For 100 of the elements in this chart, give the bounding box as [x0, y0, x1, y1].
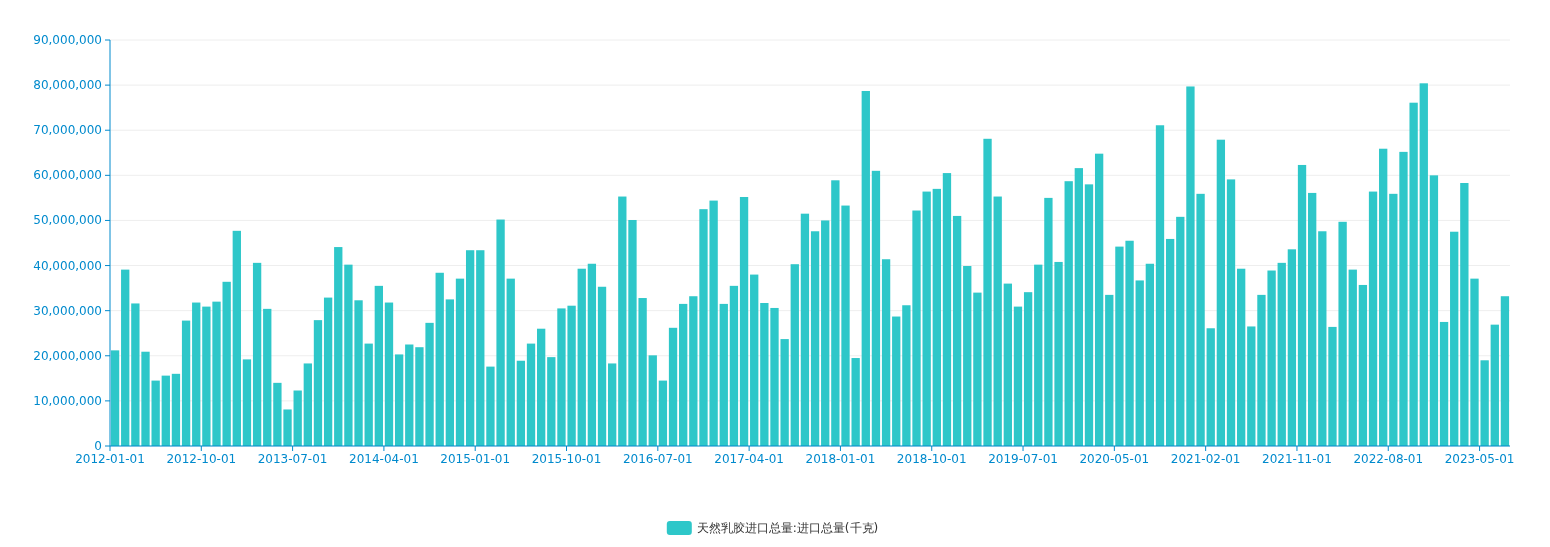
- bar: [537, 328, 546, 446]
- bar: [465, 250, 475, 446]
- bar: [800, 213, 810, 446]
- bar: [1318, 231, 1327, 446]
- bar: [192, 302, 201, 446]
- bar: [547, 357, 556, 446]
- bar: [1155, 125, 1165, 446]
- bar: [739, 196, 749, 446]
- bar: [668, 327, 678, 446]
- bar: [618, 196, 627, 446]
- bar: [1074, 168, 1083, 446]
- bar: [679, 303, 688, 446]
- legend: 天然乳胶进口总量:进口总量(千克): [666, 521, 879, 535]
- y-tick-label: 40,000,000: [33, 258, 102, 273]
- bar: [790, 264, 799, 446]
- bar: [1368, 191, 1378, 446]
- bar: [263, 308, 272, 446]
- bar: [374, 285, 383, 446]
- bar: [963, 266, 972, 446]
- bar: [232, 230, 241, 446]
- bar: [1216, 139, 1226, 446]
- bar: [1500, 296, 1510, 446]
- bar: [476, 250, 485, 446]
- bar: [719, 303, 728, 446]
- bar: [821, 220, 830, 446]
- bar: [1419, 83, 1428, 446]
- bar: [1023, 292, 1033, 446]
- bar: [384, 302, 394, 446]
- bar: [810, 231, 820, 446]
- bar: [729, 285, 739, 446]
- bar: [597, 286, 607, 446]
- bar: [1247, 326, 1256, 446]
- x-tick-label: 2020-05-01: [1079, 452, 1150, 466]
- bar: [1490, 324, 1499, 446]
- bar: [405, 344, 414, 446]
- bar: [993, 196, 1002, 446]
- bar: [1176, 216, 1185, 446]
- x-tick-label: 2012-10-01: [166, 452, 237, 466]
- bar: [455, 278, 465, 446]
- x-tick-label: 2013-07-01: [257, 452, 328, 466]
- bar: [1297, 164, 1307, 446]
- y-tick-label: 20,000,000: [33, 348, 102, 363]
- bar: [222, 281, 231, 446]
- bar: [1084, 184, 1094, 446]
- bar: [1389, 193, 1398, 446]
- bar: [303, 363, 312, 446]
- x-tick-label: 2018-10-01: [896, 452, 967, 466]
- bar: [1237, 268, 1246, 446]
- bar: [861, 90, 870, 446]
- bar: [750, 274, 759, 446]
- bar: [1439, 321, 1449, 446]
- bar: [445, 299, 455, 446]
- y-tick-label: 30,000,000: [33, 303, 102, 318]
- bar: [658, 380, 668, 446]
- bar: [922, 191, 931, 446]
- bar: [293, 390, 302, 446]
- bar: [1308, 192, 1317, 446]
- bar: [608, 363, 617, 446]
- bar: [1429, 175, 1439, 446]
- bar: [648, 355, 657, 446]
- bar: [952, 215, 962, 446]
- bar: [689, 296, 698, 446]
- y-tick-label: 60,000,000: [33, 168, 102, 183]
- x-tick-label: 2015-01-01: [440, 452, 511, 466]
- y-tick-label: 0: [94, 439, 102, 453]
- x-tick-label: 2021-11-01: [1262, 452, 1332, 466]
- bar: [364, 343, 373, 446]
- bar: [1165, 238, 1175, 446]
- bar: [1013, 306, 1023, 446]
- y-tick-label: 50,000,000: [33, 213, 102, 228]
- bar: [1064, 181, 1073, 446]
- y-tick-label: 80,000,000: [33, 78, 102, 93]
- bar: [1277, 262, 1286, 446]
- bar: [110, 350, 120, 446]
- bar: [1135, 280, 1144, 446]
- bar: [932, 188, 941, 446]
- bar: [1034, 264, 1043, 446]
- x-tick-label: 2018-01-01: [805, 452, 876, 466]
- x-tick-label: 2022-08-01: [1353, 452, 1424, 466]
- bar: [161, 375, 170, 446]
- bar: [577, 268, 586, 446]
- bar: [516, 360, 526, 446]
- bar: [1379, 148, 1388, 446]
- bar: [181, 320, 191, 446]
- bar: [334, 247, 343, 446]
- bar: [171, 373, 181, 446]
- bar: [1450, 231, 1459, 446]
- x-tick-label: 2015-10-01: [531, 452, 602, 466]
- bar: [881, 259, 891, 446]
- bar: [1105, 294, 1114, 446]
- bar: [1358, 284, 1368, 446]
- bar: [435, 272, 444, 446]
- bar: [1206, 328, 1215, 446]
- bar: [252, 262, 262, 446]
- x-tick-label: 2021-02-01: [1170, 452, 1241, 466]
- bar: [526, 343, 536, 446]
- x-tick-label: 2017-04-01: [714, 452, 785, 466]
- y-tick-label: 70,000,000: [33, 123, 102, 138]
- bar: [313, 320, 323, 446]
- x-tick-label: 2019-07-01: [988, 452, 1058, 466]
